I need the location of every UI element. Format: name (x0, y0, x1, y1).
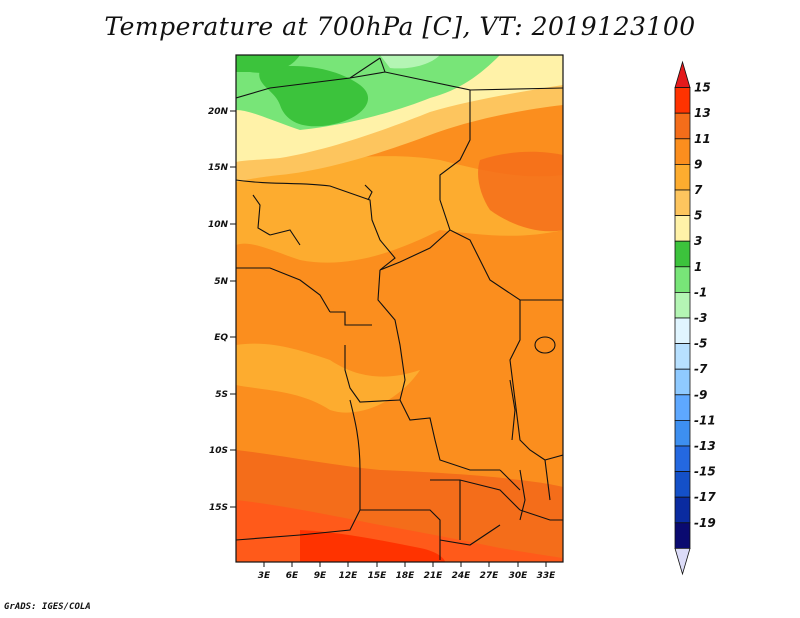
colorbar-swatch (674, 419, 691, 447)
colorbar-swatch (674, 317, 691, 345)
colorbar-swatch (674, 471, 691, 498)
colorbar-swatch (674, 548, 691, 576)
colorbar-label: -3 (694, 311, 707, 325)
colorbar-swatch (674, 394, 691, 421)
colorbar-label: -13 (694, 439, 716, 453)
colorbar-swatch (674, 496, 691, 524)
lon-label: 3E (258, 571, 271, 581)
lat-label: 10N (208, 220, 229, 230)
temperature-map (236, 55, 563, 562)
lon-label: 12E (339, 571, 359, 581)
temp-field-11-13-east (478, 151, 563, 232)
lat-label: 20N (208, 107, 229, 117)
colorbar-label: -5 (694, 337, 707, 351)
lat-label: 5N (214, 277, 228, 287)
lon-axis: 3E 6E 9E 12E 15E 18E 21E 24E 27E 30E 33E (258, 562, 556, 581)
colorbar-swatch (674, 368, 691, 396)
colorbar-swatch (674, 343, 691, 370)
lon-label: 6E (286, 571, 299, 581)
colorbar-label: 13 (694, 106, 711, 120)
colorbar-label: 11 (694, 132, 711, 146)
colorbar-swatch (674, 445, 691, 473)
lat-label: 15S (209, 503, 228, 513)
temp-field-7-9-west (236, 343, 420, 413)
colorbar-swatch (674, 189, 691, 217)
colorbar-label: -9 (694, 388, 707, 402)
colorbar-label: 9 (694, 157, 702, 171)
colorbar-swatch (674, 163, 691, 191)
colorbar-label: -7 (694, 362, 708, 376)
colorbar-label: -1 (694, 285, 707, 299)
colorbar-label: 7 (694, 183, 703, 197)
colorbar-swatch (674, 266, 691, 293)
colorbar-label: -15 (694, 465, 716, 479)
colorbar-swatch (674, 60, 691, 88)
grads-credit: GrADS: IGES/COLA (4, 602, 91, 612)
colorbar-swatch (674, 240, 691, 268)
colorbar-swatch (674, 291, 691, 319)
map-frame (235, 54, 564, 563)
temp-field-1-3 (259, 65, 369, 127)
lat-label: 5S (215, 390, 228, 400)
lon-label: 24E (452, 571, 472, 581)
colorbar-swatch (674, 138, 691, 165)
map-title: Temperature at 700hPa [C], VT: 201912310… (104, 12, 696, 41)
lon-label: 27E (480, 571, 500, 581)
lon-label: 18E (396, 571, 416, 581)
lon-label: 33E (537, 571, 557, 581)
colorbar: 15 13 11 9 7 5 3 1 -1 -3 -5 -7 -9 -11 -13 -15 -17 -19 (674, 60, 716, 576)
colorbar-swatch (674, 522, 691, 549)
colorbar-swatch (674, 112, 691, 140)
country-borders (236, 57, 563, 560)
colorbar-label: 15 (694, 81, 711, 95)
colorbar-label: 1 (694, 260, 702, 274)
colorbar-label: -11 (694, 413, 716, 427)
lat-axis: 20N 15N 10N 5N EQ 5S 10S 15S (208, 107, 236, 513)
lon-label: 9E (314, 571, 327, 581)
colorbar-swatch (674, 87, 691, 114)
lon-label: 15E (368, 571, 388, 581)
colorbar-label: 3 (694, 234, 702, 248)
colorbar-label: 5 (694, 209, 702, 223)
colorbar-label: -17 (694, 490, 716, 504)
lon-label: 21E (424, 571, 444, 581)
lat-label: 15N (208, 163, 229, 173)
lakes (364, 184, 556, 521)
lat-label: EQ (214, 333, 228, 343)
lat-label: 10S (209, 446, 228, 456)
colorbar-swatch (674, 215, 691, 242)
colorbar-label: -19 (694, 516, 716, 530)
lon-label: 30E (509, 571, 529, 581)
